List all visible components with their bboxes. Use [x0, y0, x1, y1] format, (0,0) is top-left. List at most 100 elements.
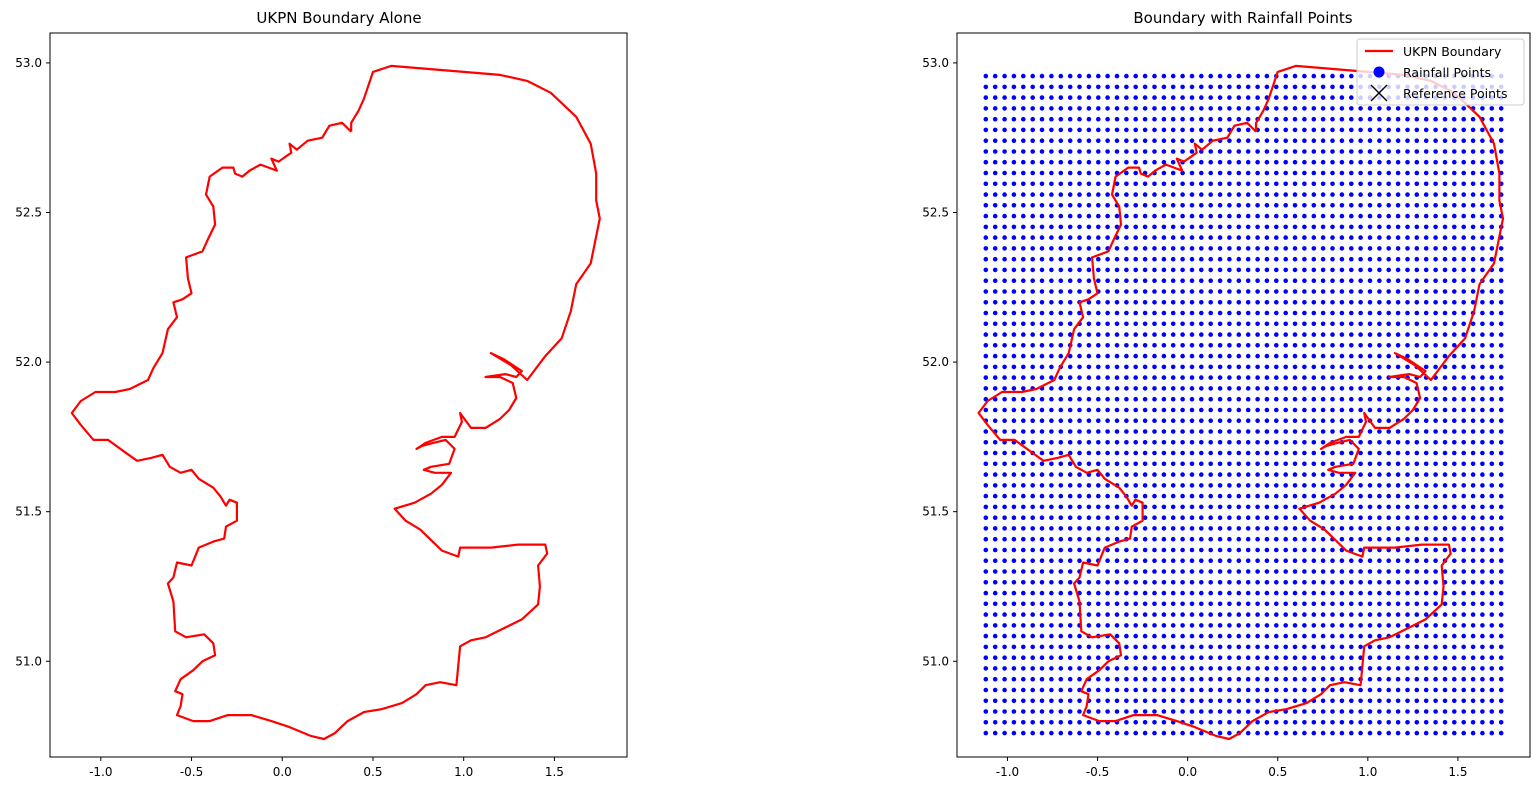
- rainfall-point: [1002, 170, 1007, 176]
- rainfall-point: [1367, 590, 1373, 596]
- rainfall-point: [1283, 676, 1288, 682]
- rainfall-point: [1096, 623, 1101, 628]
- rainfall-point: [1133, 644, 1138, 650]
- rainfall-point: [1096, 235, 1101, 240]
- rainfall-point: [1227, 418, 1232, 424]
- rainfall-point: [1199, 278, 1204, 284]
- rainfall-point: [983, 116, 989, 122]
- rainfall-point: [1077, 418, 1082, 424]
- rainfall-point: [1292, 386, 1298, 391]
- rainfall-point: [1245, 375, 1251, 380]
- rainfall-point: [1442, 698, 1448, 704]
- rainfall-point: [1049, 343, 1054, 348]
- rainfall-point: [1461, 138, 1466, 143]
- rainfall-point: [1367, 310, 1373, 316]
- rainfall-point: [1199, 364, 1204, 370]
- rainfall-point: [983, 181, 989, 187]
- rainfall-point: [1386, 364, 1391, 370]
- rainfall-point: [1320, 504, 1326, 510]
- rainfall-point: [1367, 461, 1373, 467]
- rainfall-point: [1339, 580, 1345, 585]
- rainfall-point: [1105, 192, 1110, 197]
- rainfall-point: [1170, 246, 1176, 251]
- rainfall-point: [1142, 730, 1148, 736]
- rainfall-point: [1199, 73, 1204, 79]
- x-tick-label: -0.5: [180, 765, 203, 779]
- rainfall-point: [1349, 515, 1354, 520]
- rainfall-point: [1358, 267, 1363, 273]
- rainfall-point: [1339, 246, 1345, 251]
- rainfall-point: [1208, 84, 1213, 90]
- rainfall-point: [1377, 321, 1382, 327]
- rainfall-point: [1433, 730, 1438, 736]
- rainfall-point: [1236, 246, 1242, 251]
- rainfall-point: [1049, 267, 1054, 273]
- rainfall-point: [1302, 396, 1307, 402]
- rainfall-point: [1021, 580, 1026, 585]
- rainfall-point: [1189, 676, 1195, 682]
- rainfall-point: [1292, 332, 1298, 337]
- rainfall-point: [1498, 633, 1504, 639]
- rainfall-point: [1405, 116, 1410, 122]
- rainfall-point: [1311, 310, 1317, 316]
- rainfall-point: [1480, 440, 1485, 445]
- rainfall-point: [1030, 590, 1035, 596]
- rainfall-point: [1274, 558, 1279, 563]
- rainfall-point: [983, 461, 989, 467]
- rainfall-point: [1414, 644, 1420, 650]
- rainfall-point: [1498, 418, 1504, 424]
- rainfall-point: [1077, 192, 1082, 197]
- rainfall-point: [992, 95, 998, 100]
- rainfall-point: [1283, 267, 1288, 273]
- rainfall-point: [1292, 138, 1298, 143]
- rainfall-point: [1498, 504, 1504, 510]
- rainfall-point: [1433, 429, 1438, 434]
- rainfall-point: [1386, 676, 1391, 682]
- rainfall-point: [1049, 612, 1054, 617]
- rainfall-point: [1274, 343, 1279, 348]
- rainfall-point: [1002, 547, 1007, 553]
- rainfall-point: [1208, 504, 1213, 510]
- rainfall-point: [1189, 181, 1195, 187]
- rainfall-point: [1058, 709, 1064, 714]
- rainfall-point: [1067, 730, 1073, 736]
- rainfall-point: [1011, 601, 1017, 607]
- rainfall-point: [1405, 472, 1410, 477]
- rainfall-point: [1021, 375, 1026, 380]
- rainfall-point: [1461, 493, 1466, 499]
- rainfall-point: [1199, 536, 1204, 542]
- rainfall-point: [1423, 127, 1429, 133]
- rainfall-point: [1405, 278, 1410, 284]
- rainfall-point: [983, 493, 989, 499]
- rainfall-point: [1105, 644, 1110, 650]
- rainfall-point: [1002, 149, 1007, 154]
- rainfall-point: [1245, 256, 1251, 262]
- rainfall-point: [1395, 278, 1401, 284]
- rainfall-point: [1030, 730, 1035, 736]
- rainfall-point: [1358, 526, 1363, 531]
- rainfall-point: [1180, 493, 1185, 499]
- rainfall-point: [1283, 536, 1288, 542]
- rainfall-point: [1011, 396, 1017, 402]
- rainfall-point: [1142, 181, 1148, 187]
- rainfall-point: [1264, 590, 1270, 596]
- rainfall-point: [1152, 95, 1157, 100]
- rainfall-point: [1152, 709, 1157, 714]
- rainfall-point: [1086, 267, 1092, 273]
- rainfall-point: [1124, 386, 1129, 391]
- rainfall-point: [1367, 106, 1373, 111]
- rainfall-point: [1302, 246, 1307, 251]
- rainfall-point: [1386, 106, 1391, 111]
- rainfall-point: [1302, 655, 1307, 660]
- rainfall-point: [1461, 601, 1466, 607]
- rainfall-point: [1170, 138, 1176, 143]
- rainfall-point: [1320, 95, 1326, 100]
- rainfall-point: [1480, 149, 1485, 154]
- rainfall-point: [1386, 224, 1391, 230]
- rainfall-point: [1189, 536, 1195, 542]
- rainfall-point: [1292, 116, 1298, 122]
- rainfall-point: [1086, 375, 1092, 380]
- rainfall-point: [1274, 170, 1279, 176]
- rainfall-point: [1133, 493, 1138, 499]
- rainfall-point: [1367, 633, 1373, 639]
